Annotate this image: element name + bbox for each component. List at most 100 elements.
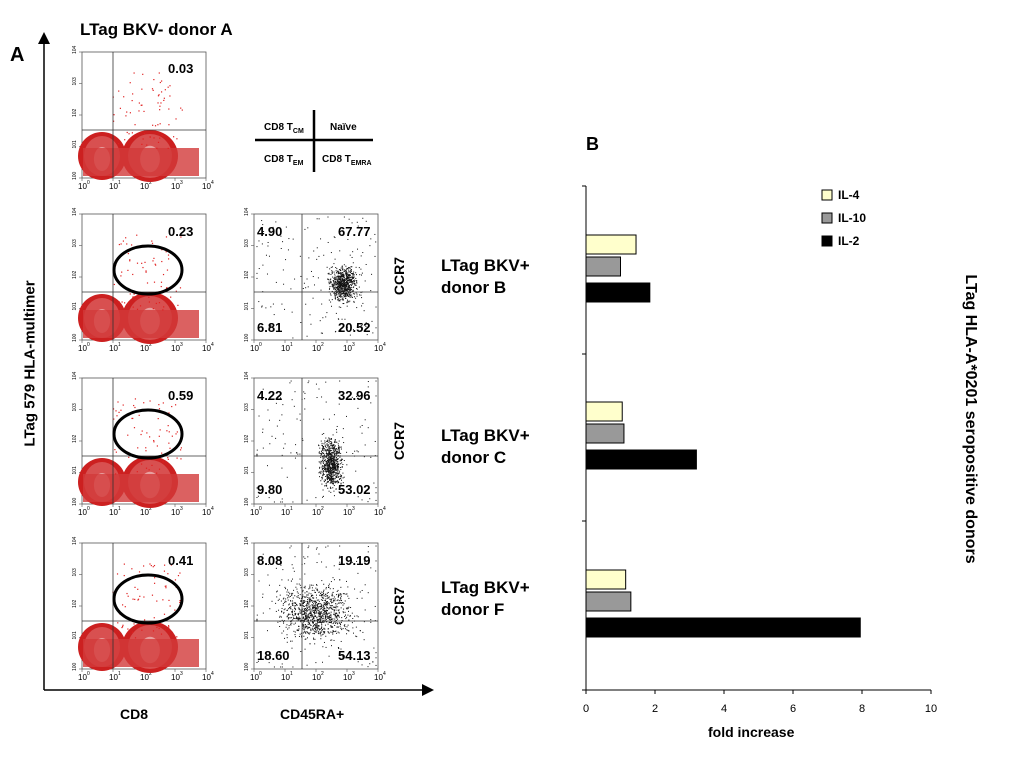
event-dot <box>316 258 318 260</box>
event-dot <box>335 471 337 473</box>
event-dot <box>304 627 306 629</box>
event-dot <box>337 593 339 595</box>
event-dot <box>113 283 115 286</box>
event-dot <box>320 454 322 456</box>
event-dot <box>326 592 328 594</box>
event-dot <box>340 329 342 331</box>
event-dot <box>345 289 347 291</box>
quad-tl-b: 4.90 <box>257 224 283 239</box>
event-dot <box>332 446 334 448</box>
event-dot <box>361 324 363 326</box>
event-dot <box>337 595 339 597</box>
event-dot <box>334 281 336 283</box>
event-dot <box>256 454 258 456</box>
event-dot <box>338 287 340 289</box>
event-dot <box>334 237 336 239</box>
event-dot <box>366 334 368 336</box>
event-dot <box>342 628 344 630</box>
event-dot <box>346 326 348 328</box>
event-dot <box>290 617 292 619</box>
event-dot <box>177 304 179 306</box>
event-dot <box>320 628 322 630</box>
event-dot <box>350 287 352 289</box>
bar-x-tick-label: 2 <box>652 703 658 715</box>
event-dot <box>337 293 339 295</box>
event-dot <box>302 632 304 634</box>
event-dot <box>315 607 317 609</box>
event-dot <box>141 104 143 106</box>
event-dot <box>125 115 127 117</box>
event-dot <box>341 281 343 283</box>
event-dot <box>291 594 293 596</box>
event-dot <box>312 633 314 635</box>
event-dot <box>306 631 308 633</box>
event-dot <box>321 448 323 450</box>
event-dot <box>303 616 305 618</box>
event-dot <box>347 300 349 302</box>
event-dot <box>338 647 340 649</box>
event-dot <box>131 568 133 570</box>
event-dot <box>346 288 348 290</box>
event-dot <box>345 273 347 275</box>
event-dot <box>164 585 166 587</box>
event-dot <box>262 431 264 433</box>
event-dot <box>340 280 342 282</box>
event-dot <box>322 646 324 648</box>
event-dot <box>338 292 340 294</box>
event-dot <box>112 408 115 410</box>
event-dot <box>331 272 333 274</box>
event-dot <box>349 290 351 292</box>
event-dot <box>343 593 345 595</box>
event-dot <box>302 596 304 598</box>
event-dot <box>330 619 332 621</box>
event-dot <box>327 459 329 461</box>
event-dot <box>321 561 323 563</box>
event-dot <box>286 594 288 596</box>
event-dot <box>322 597 324 599</box>
event-dot <box>286 637 288 639</box>
event-dot <box>127 269 129 271</box>
event-dot <box>283 597 285 599</box>
event-dot <box>333 470 335 472</box>
event-dot <box>326 482 328 484</box>
event-dot <box>325 618 327 620</box>
event-dot <box>329 465 331 467</box>
event-dot <box>365 263 367 265</box>
event-dot <box>126 111 128 113</box>
event-dot <box>334 624 336 626</box>
x-tick-exponent: 1 <box>118 180 121 186</box>
event-dot <box>335 630 337 632</box>
event-dot <box>153 79 155 81</box>
event-dot <box>140 625 142 627</box>
event-dot <box>334 297 336 299</box>
event-dot <box>328 288 330 290</box>
event-dot <box>269 608 271 610</box>
event-dot <box>319 614 321 616</box>
event-dot <box>281 666 283 668</box>
event-dot <box>334 613 336 615</box>
event-dot <box>145 270 147 272</box>
event-dot <box>341 458 343 460</box>
event-dot <box>302 439 304 441</box>
event-dot <box>291 613 293 615</box>
event-dot <box>333 456 335 458</box>
event-dot <box>301 626 303 628</box>
event-dot <box>324 608 326 610</box>
event-dot <box>338 472 340 474</box>
event-dot <box>327 617 329 619</box>
event-dot <box>323 466 325 468</box>
event-dot <box>305 632 307 634</box>
event-dot <box>174 609 176 611</box>
event-dot <box>307 631 309 633</box>
event-dot <box>334 294 336 296</box>
event-dot <box>315 607 317 609</box>
event-dot <box>268 326 270 328</box>
event-dot <box>337 472 339 474</box>
event-dot <box>310 270 312 272</box>
event-dot <box>309 613 311 615</box>
event-dot <box>330 294 332 296</box>
event-dot <box>326 443 328 445</box>
event-dot <box>333 441 335 443</box>
event-dot <box>307 286 309 288</box>
event-dot <box>329 614 331 616</box>
